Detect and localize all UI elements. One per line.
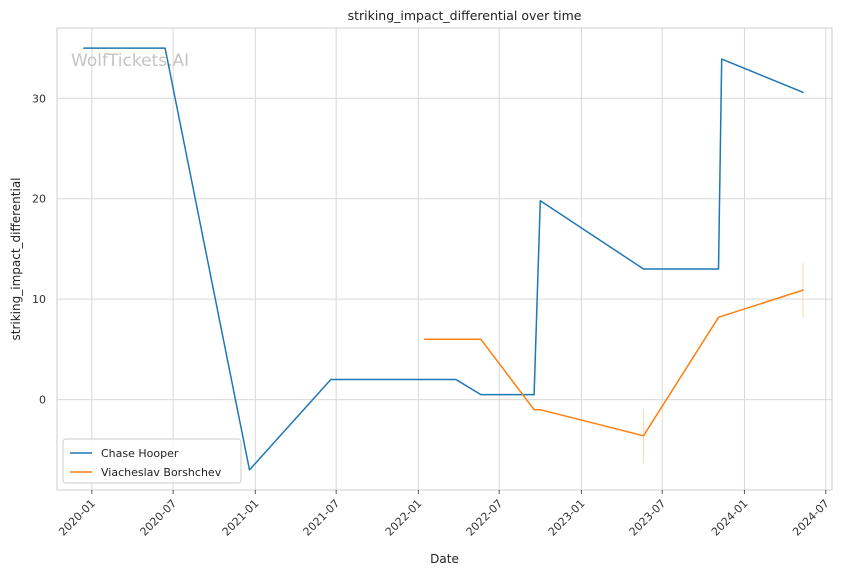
plot-frame [56, 27, 833, 491]
chart-title: striking_impact_differential over time [348, 8, 582, 23]
legend-label: Chase Hooper [101, 447, 179, 460]
x-axis-title: Date [430, 552, 459, 566]
legend-box [62, 438, 242, 484]
legend-label: Viacheslav Borshchev [101, 466, 222, 479]
y-tick-label: 30 [32, 92, 46, 105]
legend: Chase Hooper Viacheslav Borshchev [62, 438, 242, 484]
series-layer [83, 47, 804, 471]
y-tick-label: 10 [32, 293, 46, 306]
watermark-text: WolfTickets.AI [71, 51, 189, 71]
grid-lines [57, 28, 832, 490]
y-tick-label: 20 [32, 193, 46, 206]
y-axis-title: striking_impact_differential [9, 177, 23, 340]
series-line-2 [423, 289, 804, 437]
series-line-1 [83, 47, 804, 471]
y-axis-ticks: 0 10 20 30 [32, 92, 46, 406]
y-tick-label: 0 [39, 394, 46, 407]
